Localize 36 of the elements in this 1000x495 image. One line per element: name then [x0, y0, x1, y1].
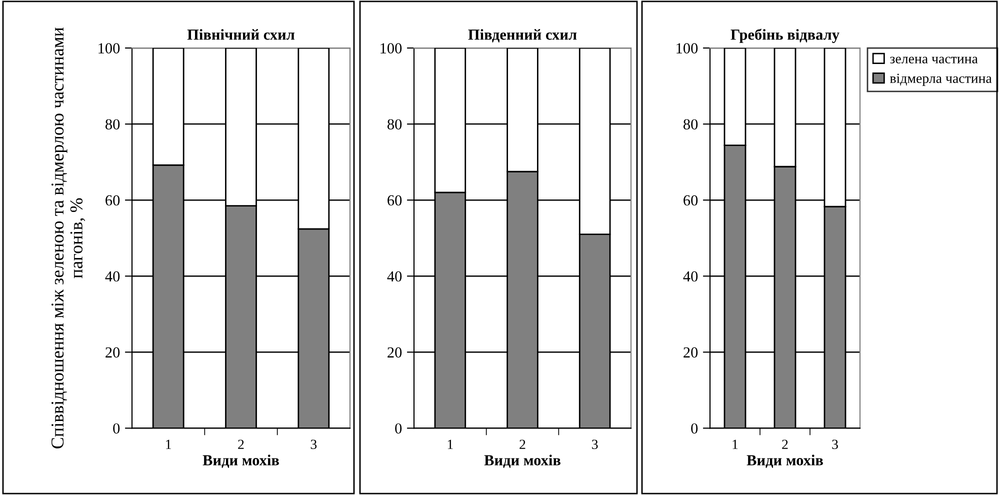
- y-tick-label: 60: [106, 195, 120, 206]
- y-tick-label: 80: [106, 119, 120, 130]
- y-tick-label: 60: [684, 195, 698, 206]
- x-tick-label: 3: [310, 440, 317, 450]
- x-tick-label: 1: [166, 440, 171, 449]
- x-tick-label: 2: [520, 440, 526, 449]
- x-tick-label: 3: [832, 440, 838, 450]
- y-tick-label: 100: [676, 43, 698, 54]
- x-tick-label: 3: [592, 440, 598, 450]
- x-tick-label: 1: [732, 440, 738, 449]
- chart-title: Північний схил: [187, 29, 295, 40]
- y-tick-label: 40: [387, 271, 402, 282]
- y-tick-label: 80: [684, 119, 698, 130]
- y-tick-label: 20: [684, 347, 698, 358]
- y-tick-label: 100: [380, 43, 402, 54]
- x-axis-title: Види мохів: [202, 454, 279, 468]
- x-axis-title: Види мохів: [746, 454, 823, 468]
- y-tick-label: 0: [113, 423, 120, 434]
- x-tick-label: 2: [782, 440, 788, 449]
- y-axis-title: Співвідношення між зеленою та відмерлою частинами пагонів, %: [51, 27, 86, 448]
- y-tick-label: 80: [388, 119, 402, 130]
- y-tick-label: 20: [388, 347, 402, 358]
- x-tick-label: 1: [448, 440, 453, 449]
- chart-title: Гребінь відвалу: [730, 28, 840, 43]
- legend-label: зелена частина: [890, 56, 978, 64]
- chart-title: Південний схил: [468, 29, 577, 42]
- y-tick-label: 0: [395, 423, 402, 434]
- y-tick-label: 40: [683, 271, 698, 282]
- y-tick-label: 20: [106, 347, 120, 358]
- y-tick-label: 40: [105, 271, 120, 282]
- y-tick-label: 0: [691, 423, 698, 434]
- x-tick-label: 2: [238, 440, 244, 449]
- legend-label: відмерла частина: [890, 74, 992, 86]
- y-tick-label: 60: [388, 195, 402, 206]
- y-tick-label: 100: [98, 43, 120, 54]
- x-axis-title: Види мохів: [484, 454, 560, 468]
